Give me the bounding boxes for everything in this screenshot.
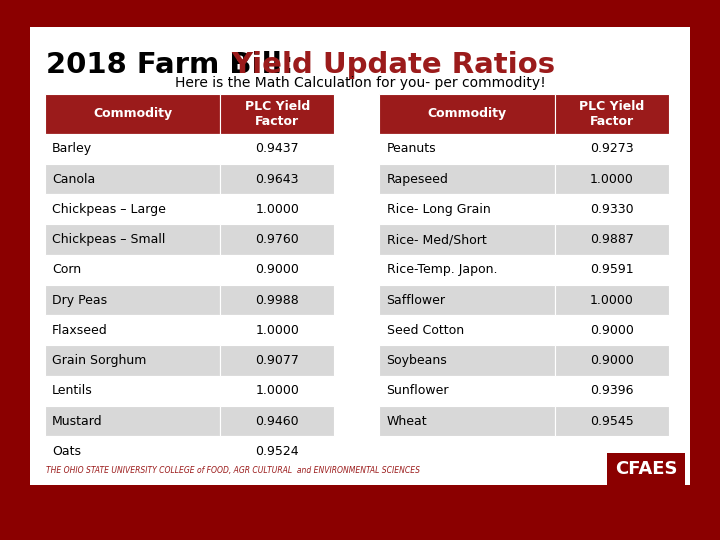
Text: 1.0000: 1.0000 <box>590 294 634 307</box>
FancyBboxPatch shape <box>379 376 554 406</box>
FancyBboxPatch shape <box>379 134 554 164</box>
FancyBboxPatch shape <box>45 255 220 285</box>
Text: Sunflower: Sunflower <box>387 384 449 397</box>
FancyBboxPatch shape <box>554 376 669 406</box>
FancyBboxPatch shape <box>554 134 669 164</box>
Text: 1.0000: 1.0000 <box>256 384 300 397</box>
Text: Rice- Long Grain: Rice- Long Grain <box>387 203 490 216</box>
FancyBboxPatch shape <box>45 225 220 255</box>
Text: Barley: Barley <box>53 142 92 156</box>
Text: 0.9330: 0.9330 <box>590 203 634 216</box>
Text: 1.0000: 1.0000 <box>590 173 634 186</box>
FancyBboxPatch shape <box>45 285 220 315</box>
FancyBboxPatch shape <box>220 164 334 194</box>
Text: 0.9887: 0.9887 <box>590 233 634 246</box>
Text: 2018 Farm Bill:: 2018 Farm Bill: <box>47 51 304 79</box>
FancyBboxPatch shape <box>220 134 334 164</box>
FancyBboxPatch shape <box>45 406 220 436</box>
FancyBboxPatch shape <box>220 315 334 346</box>
FancyBboxPatch shape <box>45 346 220 376</box>
FancyBboxPatch shape <box>554 225 669 255</box>
FancyBboxPatch shape <box>554 255 669 285</box>
Text: 0.9396: 0.9396 <box>590 384 634 397</box>
FancyBboxPatch shape <box>30 27 690 485</box>
Text: Peanuts: Peanuts <box>387 142 436 156</box>
Text: 0.9524: 0.9524 <box>256 445 300 458</box>
Text: Commodity: Commodity <box>427 107 506 120</box>
FancyBboxPatch shape <box>554 93 669 134</box>
FancyBboxPatch shape <box>220 285 334 315</box>
Text: 0.9988: 0.9988 <box>256 294 300 307</box>
FancyBboxPatch shape <box>554 194 669 225</box>
Text: Commodity: Commodity <box>93 107 172 120</box>
Text: THE OHIO STATE UNIVERSITY COLLEGE of FOOD, AGR CULTURAL  and ENVIRONMENTAL SCIEN: THE OHIO STATE UNIVERSITY COLLEGE of FOO… <box>47 465 420 475</box>
Text: Here is the Math Calculation for you- per commodity!: Here is the Math Calculation for you- pe… <box>175 76 545 90</box>
Text: Oats: Oats <box>53 445 81 458</box>
Text: 0.9000: 0.9000 <box>590 324 634 337</box>
Text: PLC Yield
Factor: PLC Yield Factor <box>245 99 310 127</box>
FancyBboxPatch shape <box>379 406 554 436</box>
Text: 0.9000: 0.9000 <box>256 264 300 276</box>
Text: 0.9643: 0.9643 <box>256 173 299 186</box>
FancyBboxPatch shape <box>45 436 220 467</box>
Text: 0.9000: 0.9000 <box>590 354 634 367</box>
FancyBboxPatch shape <box>379 285 554 315</box>
FancyBboxPatch shape <box>45 93 220 134</box>
Text: 1.0000: 1.0000 <box>256 203 300 216</box>
FancyBboxPatch shape <box>379 93 554 134</box>
FancyBboxPatch shape <box>220 194 334 225</box>
Text: 1.0000: 1.0000 <box>256 324 300 337</box>
FancyBboxPatch shape <box>45 194 220 225</box>
FancyBboxPatch shape <box>379 346 554 376</box>
Text: Rice-Temp. Japon.: Rice-Temp. Japon. <box>387 264 497 276</box>
Text: Corn: Corn <box>53 264 81 276</box>
FancyBboxPatch shape <box>379 255 554 285</box>
Text: CFAES: CFAES <box>615 460 678 478</box>
FancyBboxPatch shape <box>45 376 220 406</box>
Text: 0.9273: 0.9273 <box>590 142 634 156</box>
FancyBboxPatch shape <box>607 453 685 485</box>
Text: 0.9591: 0.9591 <box>590 264 634 276</box>
Text: Mustard: Mustard <box>53 415 103 428</box>
FancyBboxPatch shape <box>554 346 669 376</box>
FancyBboxPatch shape <box>45 134 220 164</box>
Text: Canola: Canola <box>53 173 96 186</box>
Text: Lentils: Lentils <box>53 384 93 397</box>
FancyBboxPatch shape <box>220 406 334 436</box>
Text: Seed Cotton: Seed Cotton <box>387 324 464 337</box>
FancyBboxPatch shape <box>220 376 334 406</box>
FancyBboxPatch shape <box>45 315 220 346</box>
FancyBboxPatch shape <box>220 255 334 285</box>
Text: Rice- Med/Short: Rice- Med/Short <box>387 233 486 246</box>
FancyBboxPatch shape <box>554 164 669 194</box>
Text: 0.9437: 0.9437 <box>256 142 300 156</box>
FancyBboxPatch shape <box>554 285 669 315</box>
Text: 0.9760: 0.9760 <box>256 233 300 246</box>
FancyBboxPatch shape <box>379 164 554 194</box>
Text: 0.9077: 0.9077 <box>256 354 300 367</box>
Text: 0.9460: 0.9460 <box>256 415 300 428</box>
FancyBboxPatch shape <box>379 315 554 346</box>
Text: 0.9545: 0.9545 <box>590 415 634 428</box>
Text: Safflower: Safflower <box>387 294 446 307</box>
Text: PLC Yield
Factor: PLC Yield Factor <box>579 99 644 127</box>
FancyBboxPatch shape <box>220 346 334 376</box>
Text: Chickpeas – Small: Chickpeas – Small <box>53 233 166 246</box>
FancyBboxPatch shape <box>554 315 669 346</box>
FancyBboxPatch shape <box>379 225 554 255</box>
Text: Soybeans: Soybeans <box>387 354 447 367</box>
FancyBboxPatch shape <box>554 406 669 436</box>
FancyBboxPatch shape <box>220 436 334 467</box>
Text: Yield Update Ratios: Yield Update Ratios <box>232 51 556 79</box>
Text: Chickpeas – Large: Chickpeas – Large <box>53 203 166 216</box>
FancyBboxPatch shape <box>379 194 554 225</box>
Text: Wheat: Wheat <box>387 415 427 428</box>
Text: Dry Peas: Dry Peas <box>53 294 107 307</box>
FancyBboxPatch shape <box>45 164 220 194</box>
Text: Rapeseed: Rapeseed <box>387 173 449 186</box>
Text: Flaxseed: Flaxseed <box>53 324 108 337</box>
FancyBboxPatch shape <box>220 225 334 255</box>
FancyBboxPatch shape <box>220 93 334 134</box>
Text: Grain Sorghum: Grain Sorghum <box>53 354 147 367</box>
